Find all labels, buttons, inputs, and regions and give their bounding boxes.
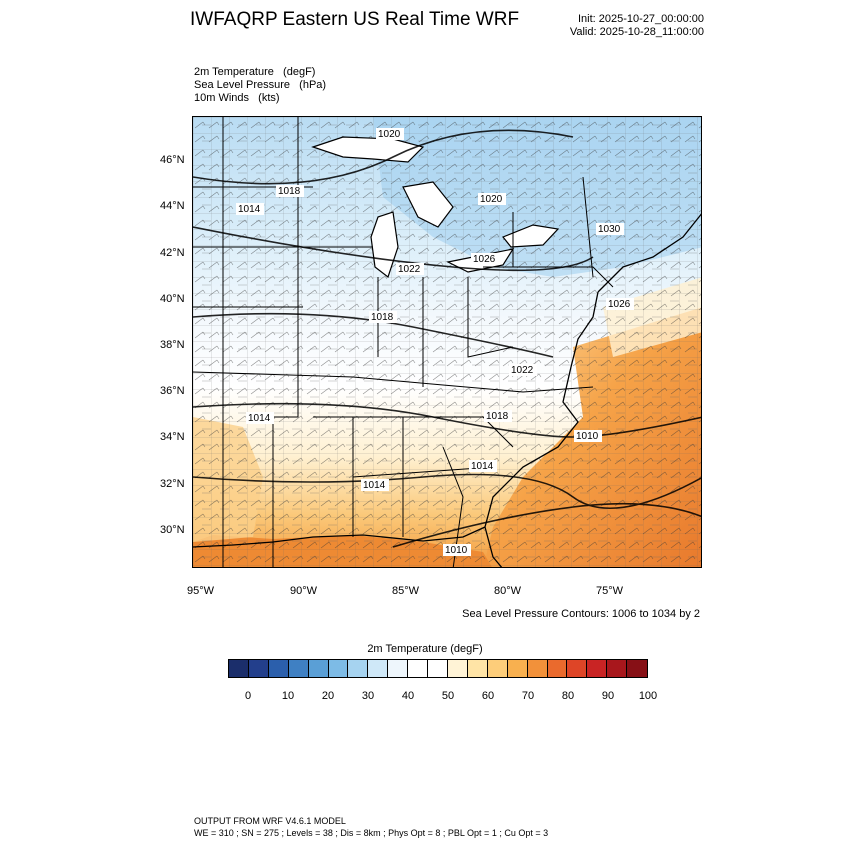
colorbar-swatch bbox=[447, 660, 468, 677]
colorbar-tick-label: 50 bbox=[441, 690, 455, 702]
pressure-label: 1022 bbox=[398, 264, 421, 275]
lat-label: 30°N bbox=[160, 524, 185, 536]
lon-label: 90°W bbox=[290, 585, 318, 597]
lat-label: 38°N bbox=[160, 339, 185, 351]
pressure-label: 1010 bbox=[445, 545, 468, 556]
pressure-label: 1014 bbox=[363, 480, 386, 491]
lon-label: 80°W bbox=[494, 585, 522, 597]
field-pressure: Sea Level Pressure (hPa) bbox=[194, 79, 327, 91]
colorbar-title: 2m Temperature (degF) bbox=[367, 643, 483, 655]
colorbar-swatch bbox=[308, 660, 329, 677]
pressure-label: 1020 bbox=[480, 194, 503, 205]
colorbar-swatch bbox=[248, 660, 269, 677]
colorbar-swatch bbox=[268, 660, 289, 677]
colorbar-swatch bbox=[627, 660, 648, 677]
colorbar-swatch bbox=[229, 660, 249, 677]
field-list: 2m Temperature (degF) Sea Level Pressure… bbox=[194, 66, 326, 105]
pressure-label: 1014 bbox=[471, 461, 494, 472]
colorbar bbox=[228, 659, 648, 678]
colorbar-tick-label: 20 bbox=[321, 690, 335, 702]
pressure-label: 1018 bbox=[371, 312, 394, 323]
pressure-label: 1030 bbox=[598, 224, 621, 235]
colorbar-swatch bbox=[467, 660, 488, 677]
colorbar-swatch bbox=[328, 660, 349, 677]
weather-map: 1020 1018 1014 1020 1022 1026 1030 1026 … bbox=[192, 116, 702, 568]
field-winds: 10m Winds (kts) bbox=[194, 92, 280, 104]
lon-label: 95°W bbox=[187, 585, 215, 597]
map-title: IWFAQRP Eastern US Real Time WRF bbox=[190, 9, 520, 30]
colorbar-swatch bbox=[288, 660, 309, 677]
colorbar-tick-label: 70 bbox=[521, 690, 535, 702]
field-temperature: 2m Temperature (degF) bbox=[194, 66, 316, 78]
pressure-label: 1018 bbox=[278, 186, 301, 197]
pressure-label: 1020 bbox=[378, 129, 401, 140]
contour-note: Sea Level Pressure Contours: 1006 to 103… bbox=[462, 608, 700, 620]
colorbar-swatch bbox=[348, 660, 369, 677]
colorbar-tick-label: 60 bbox=[481, 690, 495, 702]
colorbar-swatch bbox=[368, 660, 389, 677]
pressure-label: 1026 bbox=[608, 299, 631, 310]
colorbar-swatch bbox=[507, 660, 528, 677]
pressure-labels: 1020 1018 1014 1020 1022 1026 1030 1026 … bbox=[236, 128, 634, 556]
lat-label: 36°N bbox=[160, 385, 185, 397]
colorbar-tick-label: 100 bbox=[638, 690, 658, 702]
lon-label: 75°W bbox=[596, 585, 624, 597]
lat-label: 40°N bbox=[160, 293, 185, 305]
init-time: Init: 2025-10-27_00:00:00 bbox=[578, 13, 704, 25]
init-valid-times: Init: 2025-10-27_00:00:00 Valid: 2025-10… bbox=[570, 13, 704, 39]
colorbar-tick-label: 90 bbox=[601, 690, 615, 702]
colorbar-swatch bbox=[408, 660, 429, 677]
colorbar-tick-label: 30 bbox=[361, 690, 375, 702]
model-footer: OUTPUT FROM WRF V4.6.1 MODEL WE = 310 ; … bbox=[194, 815, 548, 839]
colorbar-swatch bbox=[567, 660, 588, 677]
lat-label: 42°N bbox=[160, 247, 185, 259]
lat-label: 44°N bbox=[160, 200, 185, 212]
lat-label: 32°N bbox=[160, 478, 185, 490]
pressure-label: 1018 bbox=[486, 411, 509, 422]
lon-label: 85°W bbox=[392, 585, 420, 597]
colorbar-tick-label: 0 bbox=[244, 690, 252, 702]
colorbar-swatch bbox=[607, 660, 628, 677]
pressure-label: 1026 bbox=[473, 254, 496, 265]
pressure-label: 1014 bbox=[238, 204, 261, 215]
colorbar-swatch bbox=[527, 660, 548, 677]
colorbar-swatch bbox=[388, 660, 409, 677]
colorbar-swatch bbox=[487, 660, 508, 677]
pressure-label: 1022 bbox=[511, 365, 534, 376]
lat-label: 34°N bbox=[160, 431, 185, 443]
footer-model: OUTPUT FROM WRF V4.6.1 MODEL bbox=[194, 816, 346, 826]
valid-time: Valid: 2025-10-28_11:00:00 bbox=[569, 26, 704, 38]
footer-config: WE = 310 ; SN = 275 ; Levels = 38 ; Dis … bbox=[194, 828, 549, 838]
colorbar-swatch bbox=[547, 660, 568, 677]
colorbar-tick-label: 80 bbox=[561, 690, 575, 702]
colorbar-tick-label: 10 bbox=[281, 690, 295, 702]
pressure-label: 1010 bbox=[576, 431, 599, 442]
colorbar-swatch bbox=[587, 660, 608, 677]
lat-label: 46°N bbox=[160, 154, 185, 166]
colorbar-swatch bbox=[428, 660, 448, 677]
colorbar-tick-label: 40 bbox=[401, 690, 415, 702]
pressure-label: 1014 bbox=[248, 413, 271, 424]
